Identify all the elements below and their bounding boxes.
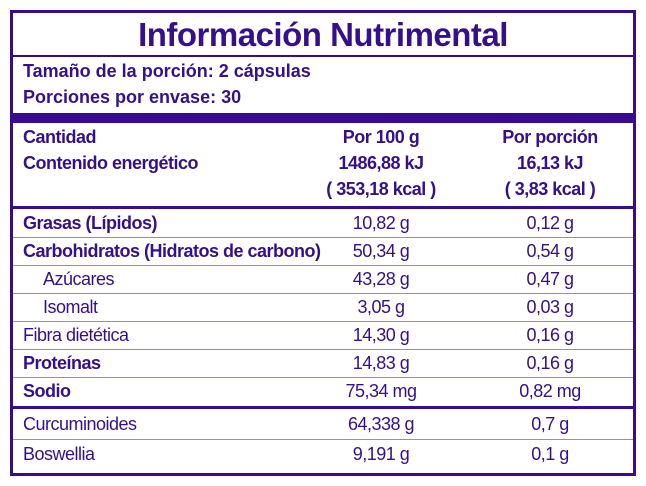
nutrient-per-serving: 0,82 mg: [519, 381, 581, 401]
nutrient-per100: 50,34 g: [352, 241, 410, 261]
nutrient-per-serving: 0,54 g: [526, 241, 574, 261]
nutrient-name: Curcuminoides: [23, 414, 137, 434]
energy-kcal-per-serving: ( 3,83 kcal ): [504, 179, 596, 199]
nutrient-per-serving: 0,47 g: [526, 269, 574, 289]
header-energy: Contenido energético: [23, 153, 199, 173]
nutrient-per-serving: 0,16 g: [526, 353, 574, 373]
energy-kcal-per100: ( 353,18 kcal ): [326, 179, 436, 199]
header-quantity: Cantidad: [23, 127, 97, 147]
nutrient-per100: 3,05 g: [357, 297, 405, 317]
divider-thick: [13, 113, 633, 123]
divider-thick: [13, 206, 633, 209]
header-per100: Por 100 g: [342, 127, 420, 147]
nutrition-label: Información Nutrimental Tamaño de la por…: [10, 10, 636, 476]
nutrient-per-serving: 0,1 g: [531, 444, 569, 464]
row-divider: [13, 349, 633, 350]
nutrient-per100: 43,28 g: [352, 269, 410, 289]
nutrient-per100: 14,30 g: [352, 325, 410, 345]
nutrient-per100: 75,34 mg: [345, 381, 417, 401]
row-divider: [13, 439, 633, 440]
energy-kj-per-serving: 16,13 kJ: [516, 153, 584, 173]
servings-per-container: Porciones por envase: 30: [23, 87, 242, 107]
nutrient-per-serving: 0,16 g: [526, 325, 574, 345]
nutrient-per-serving: 0,12 g: [526, 213, 574, 233]
nutrient-name: Isomalt: [43, 297, 98, 317]
row-divider: [13, 377, 633, 378]
nutrient-name: Sodio: [23, 381, 71, 401]
nutrient-name: Fibra dietética: [23, 325, 129, 345]
nutrient-name: Azúcares: [43, 269, 115, 289]
nutrient-name: Proteínas: [23, 353, 101, 373]
nutrient-per100: 64,338 g: [347, 414, 415, 434]
energy-kj-per100: 1486,88 kJ: [338, 153, 424, 173]
divider-thick: [13, 406, 633, 409]
row-divider: [13, 293, 633, 294]
nutrient-name: Boswellia: [23, 444, 95, 464]
nutrient-per100: 10,82 g: [352, 213, 410, 233]
nutrient-name: Grasas (Lípidos): [23, 213, 158, 233]
row-divider: [13, 321, 633, 322]
nutrient-per100: 14,83 g: [352, 353, 410, 373]
row-divider: [13, 237, 633, 238]
label-title: Información Nutrimental: [13, 13, 633, 57]
nutrient-name: Carbohidratos (Hidratos de carbono): [23, 241, 321, 261]
nutrient-per-serving: 0,7 g: [531, 414, 569, 434]
nutrient-per-serving: 0,03 g: [526, 297, 574, 317]
serving-size: Tamaño de la porción: 2 cápsulas: [23, 61, 311, 81]
header-per-serving: Por porción: [502, 127, 598, 147]
nutrient-per100: 9,191 g: [352, 444, 410, 464]
row-divider: [13, 265, 633, 266]
